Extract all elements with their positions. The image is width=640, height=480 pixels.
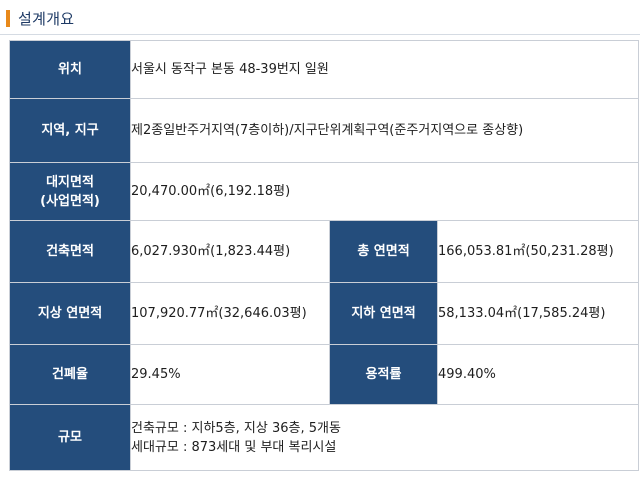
table-row-level-area: 지상 연면적 107,920.77㎡(32,646.03평) 지하 연면적 58… xyxy=(9,282,640,345)
total-floor-area-label: 총 연면적 xyxy=(329,220,438,283)
design-overview-table: 위치 서울시 동작구 본동 48-39번지 일원 지역, 지구 제2종일반주거지… xyxy=(9,40,640,471)
location-label: 위치 xyxy=(9,40,131,99)
site-area-label-line2: (사업면적) xyxy=(40,193,100,209)
table-row-site-area: 대지면적 (사업면적) 20,470.00㎡(6,192.18평) xyxy=(9,162,640,221)
scale-label: 규모 xyxy=(9,404,131,471)
building-area-value: 6,027.930㎡(1,823.44평) xyxy=(130,220,330,283)
site-area-value: 20,470.00㎡(6,192.18평) xyxy=(129,162,640,221)
table-row-floor-area: 건축면적 6,027.930㎡(1,823.44평) 총 연면적 166,053… xyxy=(9,220,640,283)
floor-area-ratio-value: 499.40% xyxy=(436,344,640,405)
underground-area-value: 58,133.04㎡(17,585.24평) xyxy=(436,282,640,345)
title-divider xyxy=(0,34,640,35)
zone-value: 제2종일반주거지역(7층이하)/지구단위계획구역(준주거지역으로 종상향) xyxy=(129,98,640,163)
underground-area-label: 지하 연면적 xyxy=(329,282,438,345)
above-ground-area-label: 지상 연면적 xyxy=(9,282,131,345)
table-row-ratios: 건폐율 29.45% 용적률 499.40% xyxy=(9,344,640,405)
floor-area-ratio-label: 용적률 xyxy=(329,344,438,405)
above-ground-area-value: 107,920.77㎡(32,646.03평) xyxy=(130,282,330,345)
total-floor-area-value: 166,053.81㎡(50,231.28평) xyxy=(436,220,640,283)
site-area-label-line1: 대지면적 xyxy=(46,174,94,190)
scale-value: 건축규모 : 지하5층, 지상 36층, 5개동 세대규모 : 873세대 및 … xyxy=(129,404,640,471)
location-value: 서울시 동작구 본동 48-39번지 일원 xyxy=(129,40,640,99)
scale-household-line: 세대규모 : 873세대 및 부대 복리시설 xyxy=(131,439,337,455)
scale-building-line: 건축규모 : 지하5층, 지상 36층, 5개동 xyxy=(131,420,341,436)
building-area-label: 건축면적 xyxy=(9,220,131,283)
table-row-zone: 지역, 지구 제2종일반주거지역(7층이하)/지구단위계획구역(준주거지역으로 … xyxy=(9,98,640,163)
table-row-location: 위치 서울시 동작구 본동 48-39번지 일원 xyxy=(9,40,640,99)
title-accent-bar xyxy=(6,9,10,27)
table-row-scale: 규모 건축규모 : 지하5층, 지상 36층, 5개동 세대규모 : 873세대… xyxy=(9,404,640,471)
section-header: 설계개요 xyxy=(6,6,74,30)
section-title: 설계개요 xyxy=(18,9,75,28)
coverage-ratio-value: 29.45% xyxy=(130,344,330,405)
coverage-ratio-label: 건폐율 xyxy=(9,344,131,405)
zone-label: 지역, 지구 xyxy=(9,98,131,163)
site-area-label: 대지면적 (사업면적) xyxy=(9,162,131,221)
